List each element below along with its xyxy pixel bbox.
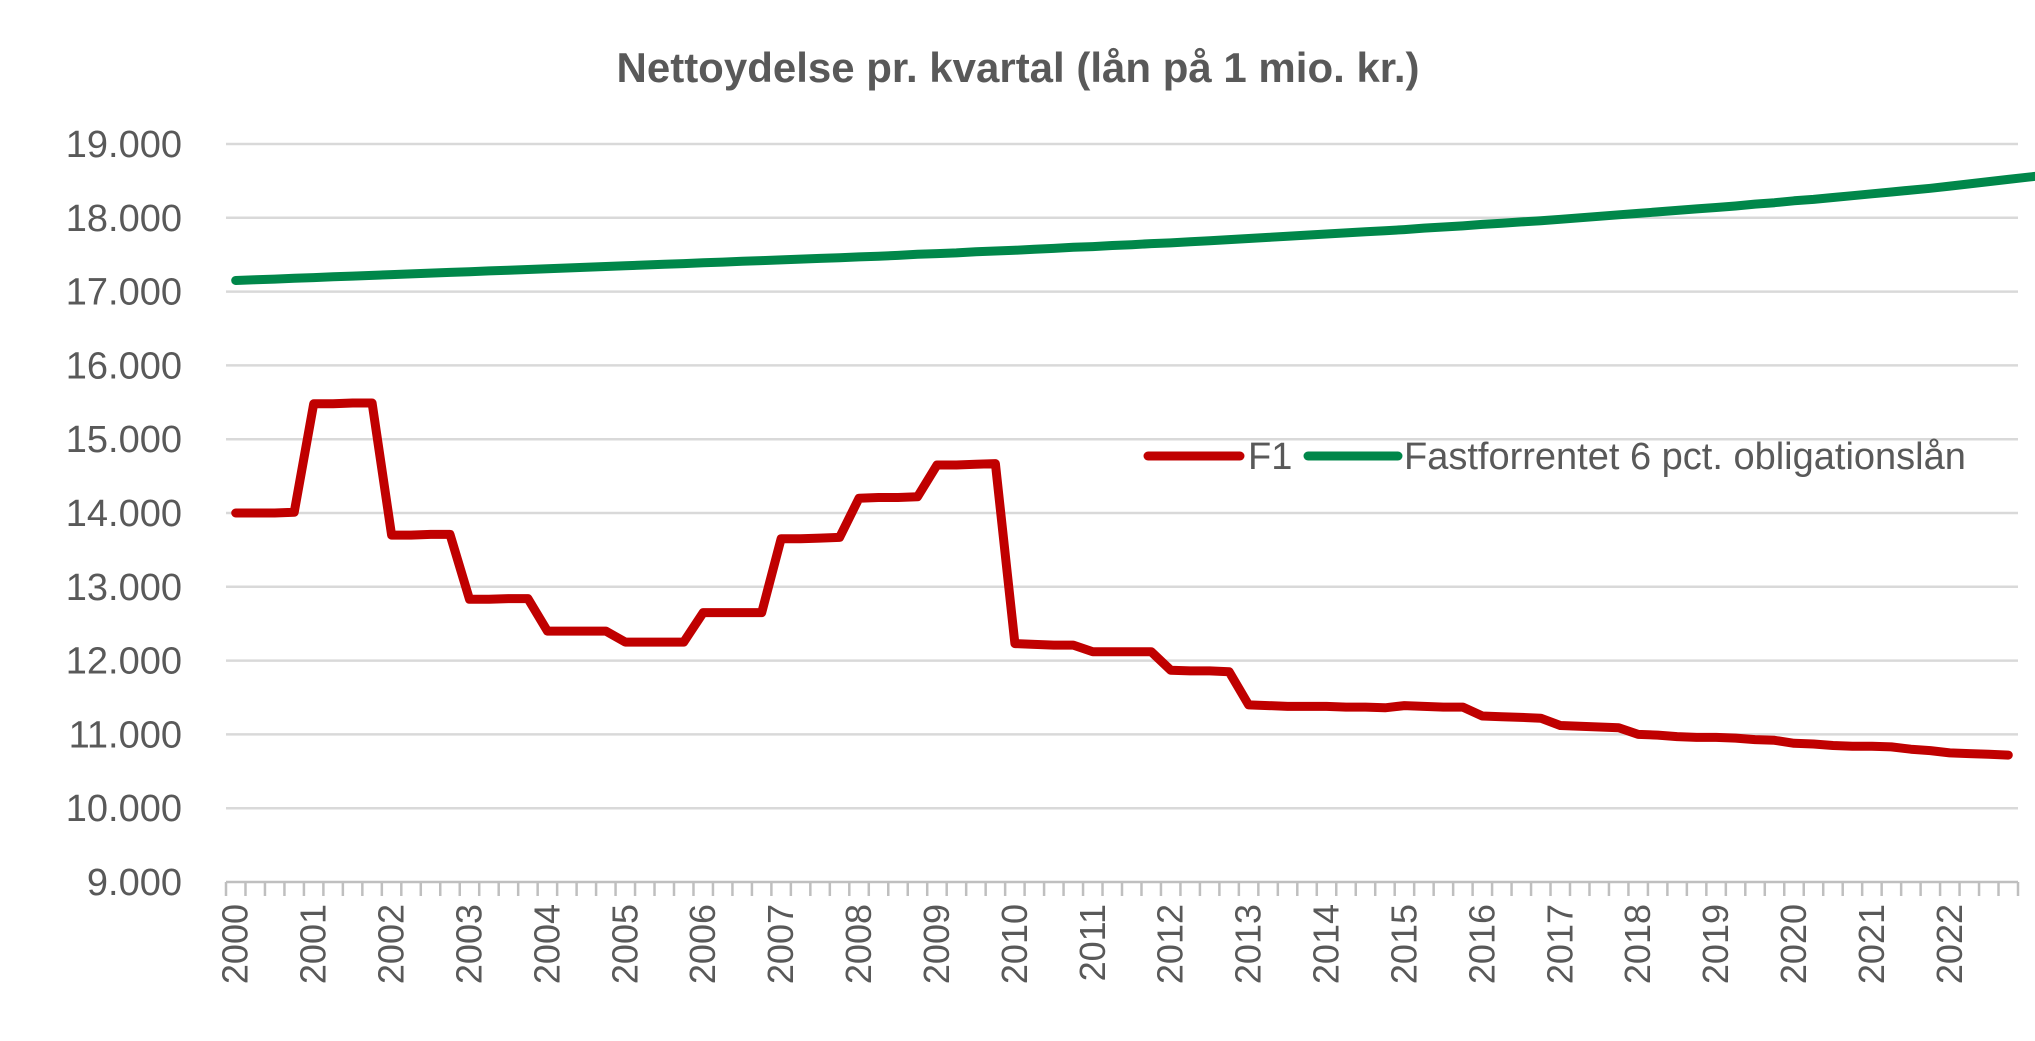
x-tick-label: 2020 — [1773, 904, 1814, 984]
x-tick-label: 2000 — [215, 904, 256, 984]
legend-label-f1: F1 — [1248, 436, 1292, 478]
chart-title: Nettoydelse pr. kvartal (lån på 1 mio. k… — [617, 44, 1420, 91]
y-tick-label: 10.000 — [66, 788, 182, 830]
y-tick-label: 11.000 — [69, 714, 182, 756]
legend-label-fastforrentet: Fastforrentet 6 pct. obligationslån — [1404, 436, 1966, 478]
x-tick-label: 2004 — [526, 904, 567, 984]
x-tick-label: 2008 — [838, 904, 879, 984]
x-axis — [224, 880, 2020, 896]
x-tick-label: 2017 — [1539, 904, 1580, 984]
gridlines — [226, 142, 2018, 810]
y-tick-label: 16.000 — [66, 345, 182, 387]
legend: F1 Fastforrentet 6 pct. obligationslån — [1143, 436, 1966, 478]
y-tick-label: 12.000 — [66, 641, 182, 683]
y-tick-label: 9.000 — [87, 862, 182, 904]
x-tick-label: 2006 — [682, 904, 723, 984]
x-tick-label: 2016 — [1461, 904, 1502, 984]
x-tick-label: 2015 — [1383, 904, 1424, 984]
x-tick-label: 2007 — [760, 904, 801, 984]
x-tick-label: 2001 — [293, 904, 334, 984]
y-tick-label: 18.000 — [66, 198, 182, 240]
series-line-f1 — [231, 398, 2013, 760]
x-tick-label: 2014 — [1306, 904, 1347, 984]
x-tick-label: 2022 — [1929, 904, 1970, 984]
series-line-fastforrentet — [231, 171, 2035, 285]
x-tick-label: 2021 — [1851, 904, 1892, 984]
x-tick-label: 2005 — [604, 904, 645, 984]
x-tick-label: 2018 — [1617, 904, 1658, 984]
y-tick-label: 14.000 — [66, 493, 182, 535]
x-tick-label: 2013 — [1228, 904, 1269, 984]
x-axis-tick-labels: 2000 2001 2002 2003 2004 2005 2006 2007 2008 2009… — [215, 904, 1970, 984]
y-tick-label: 19.000 — [66, 124, 182, 166]
y-tick-label: 17.000 — [66, 272, 182, 314]
y-tick-label: 13.000 — [66, 567, 182, 609]
x-tick-label: 2002 — [371, 904, 412, 984]
y-tick-label: 15.000 — [66, 419, 182, 461]
x-tick-label: 2012 — [1150, 904, 1191, 984]
x-tick-label: 2003 — [448, 904, 489, 984]
x-tick-label: 2010 — [994, 904, 1035, 984]
x-tick-label: 2009 — [916, 904, 957, 984]
series-lines — [231, 171, 2035, 760]
y-axis-tick-labels: 9.000 10.000 11.000 12.000 13.000 14.000 15.00… — [66, 124, 182, 904]
x-tick-label: 2019 — [1695, 904, 1736, 984]
x-tick-label: 2011 — [1072, 904, 1113, 981]
